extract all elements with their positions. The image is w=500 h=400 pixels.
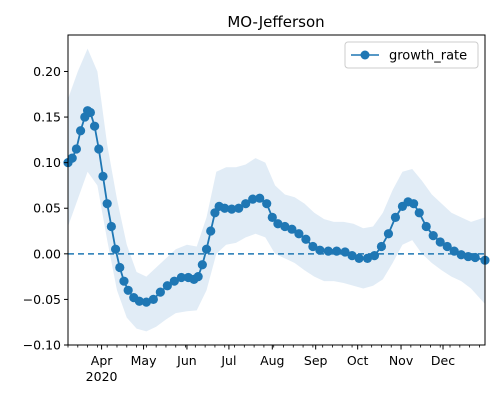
- data-point: [255, 193, 265, 203]
- data-point: [301, 234, 311, 244]
- data-point: [354, 253, 364, 263]
- data-point: [273, 219, 283, 229]
- data-point: [220, 203, 230, 213]
- data-point: [442, 241, 452, 252]
- y-tick-label: −0.05: [23, 292, 61, 307]
- data-point: [71, 144, 81, 154]
- data-point: [362, 253, 373, 263]
- data-point: [262, 199, 272, 209]
- data-point: [428, 230, 438, 241]
- data-point: [435, 237, 445, 247]
- data-point: [75, 126, 86, 136]
- data-point: [421, 221, 431, 232]
- legend-box: [344, 41, 479, 69]
- x-tick-label: Apr: [91, 353, 113, 368]
- data-point: [141, 297, 151, 307]
- data-point: [85, 107, 95, 118]
- data-point: [463, 251, 473, 262]
- data-point: [106, 221, 116, 232]
- series-layer: [63, 106, 490, 307]
- data-point: [98, 171, 108, 181]
- data-point: [308, 241, 318, 252]
- uncertainty-band-layer: [68, 48, 485, 332]
- data-point: [67, 153, 77, 163]
- data-point: [383, 229, 394, 239]
- data-point: [197, 260, 207, 270]
- data-point: [110, 244, 121, 254]
- data-point: [102, 199, 112, 209]
- data-point: [323, 246, 333, 256]
- legend: growth_rate: [344, 41, 479, 69]
- data-point: [376, 241, 387, 252]
- y-axis: −0.10 −0.05 0.00 0.05 0.10 0.15 0.20: [23, 64, 68, 353]
- data-point: [267, 212, 277, 222]
- data-point: [347, 251, 357, 261]
- x-tick-label: Oct: [347, 353, 369, 368]
- data-point: [414, 208, 424, 218]
- data-point: [162, 281, 172, 291]
- data-point: [234, 203, 244, 213]
- data-point: [119, 276, 129, 286]
- data-point: [294, 229, 304, 239]
- x-tick-year-label: 2020: [86, 369, 118, 384]
- plot-frame: [67, 34, 486, 346]
- x-tick-label: Sep: [304, 353, 328, 368]
- data-point: [449, 246, 459, 256]
- data-point: [390, 212, 401, 222]
- data-point: [340, 247, 350, 257]
- data-point: [94, 144, 104, 154]
- data-point: [456, 250, 466, 260]
- x-tick-label: Jun: [176, 353, 197, 368]
- legend-entry-growth-rate: growth_rate: [389, 49, 467, 64]
- data-point: [315, 245, 325, 255]
- data-point: [176, 272, 186, 283]
- x-tick-label: Jul: [220, 353, 236, 368]
- data-point: [134, 296, 144, 306]
- data-point: [155, 287, 165, 297]
- data-point: [409, 199, 419, 209]
- data-point: [470, 252, 480, 263]
- data-point: [287, 224, 297, 234]
- y-tick-label: 0.05: [33, 201, 61, 216]
- data-point: [332, 246, 342, 256]
- data-point: [193, 272, 203, 282]
- data-point: [241, 199, 251, 209]
- data-point: [89, 121, 100, 131]
- y-tick-label: −0.10: [23, 338, 61, 353]
- y-tick-label: 0.00: [33, 246, 61, 261]
- data-point: [369, 251, 380, 261]
- y-tick-label: 0.15: [33, 110, 61, 125]
- uncertainty-band: [68, 48, 485, 332]
- y-tick-label: 0.20: [33, 64, 61, 79]
- data-point: [123, 285, 133, 295]
- x-tick-label: Dec: [431, 353, 455, 368]
- chart-title: MO-Jefferson: [227, 13, 324, 31]
- data-point: [248, 194, 258, 204]
- data-point: [280, 221, 290, 232]
- x-tick-label: Nov: [389, 353, 414, 368]
- data-point: [115, 262, 125, 273]
- data-point: [201, 244, 212, 254]
- data-point: [227, 204, 237, 214]
- x-tick-label: May: [131, 353, 157, 368]
- x-tick-label: Aug: [260, 353, 284, 368]
- data-point: [169, 276, 179, 286]
- y-tick-label: 0.10: [33, 155, 61, 170]
- legend-marker-swatch: [360, 50, 370, 60]
- data-point: [206, 226, 216, 236]
- data-point: [148, 294, 158, 305]
